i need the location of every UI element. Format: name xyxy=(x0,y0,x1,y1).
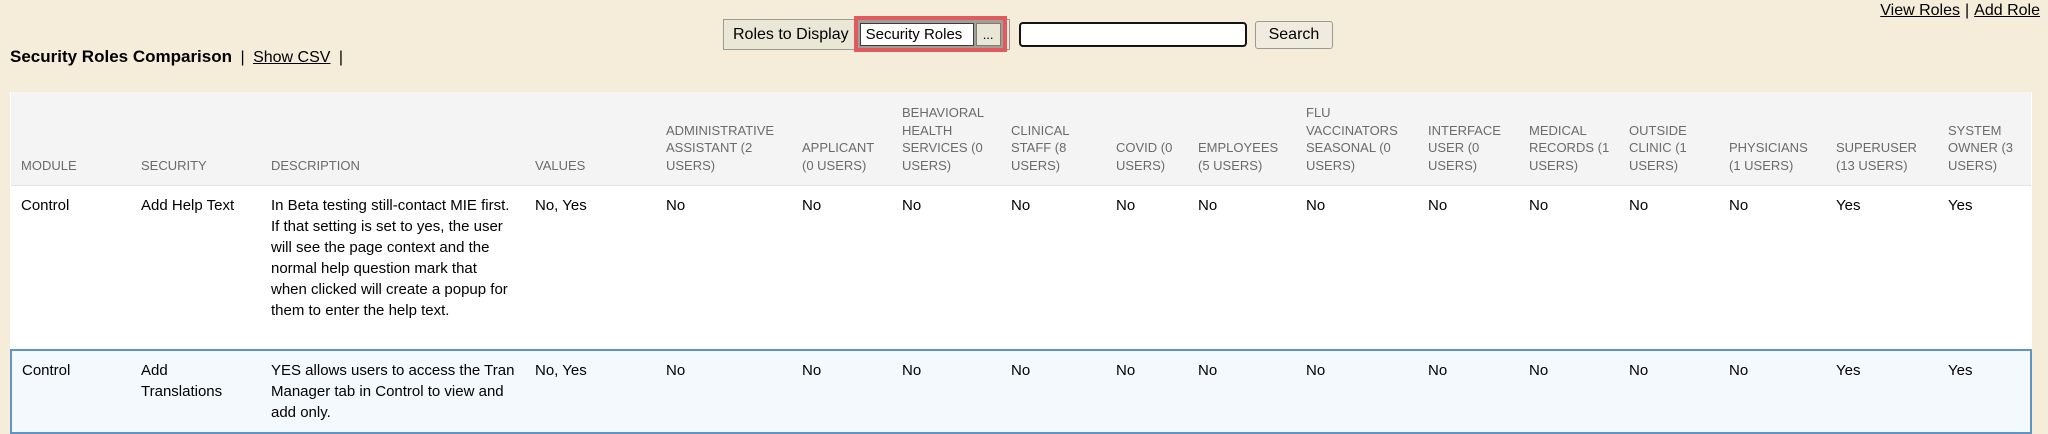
table-body: Control Add Help Text In Beta testing stil… xyxy=(10,185,2032,434)
table-cell: No, Yes xyxy=(525,185,656,350)
column-header: OUTSIDE CLINIC (1 USERS) xyxy=(1619,92,1719,186)
table-cell: No xyxy=(892,185,1001,350)
table-cell: No xyxy=(1619,185,1719,350)
column-header: BEHAVIORAL HEALTH SERVICES (0 USERS) xyxy=(892,92,1001,186)
column-header: SYSTEM OWNER (3 USERS) xyxy=(1938,92,2031,186)
show-csv-link[interactable]: Show CSV xyxy=(253,49,331,66)
title-separator: | xyxy=(338,49,344,66)
column-header: CLINICAL STAFF (8 USERS) xyxy=(1001,92,1106,186)
roles-select-browse-button[interactable]: ... xyxy=(975,22,1001,46)
column-header: VALUES xyxy=(525,92,656,186)
table-cell: No xyxy=(1001,349,1106,434)
table-cell: No xyxy=(1296,185,1418,350)
table-cell: Control xyxy=(10,349,131,434)
column-header: ADMINISTRATIVE ASSISTANT (2 USERS) xyxy=(656,92,792,186)
column-header: APPLICANT (0 USERS) xyxy=(792,92,892,186)
table-cell: In Beta testing still-contact MIE first.… xyxy=(261,185,525,350)
table-cell: No xyxy=(1418,349,1519,434)
roles-controls: Roles to Display ... Search xyxy=(723,15,1334,52)
roles-to-display-label: Roles to Display xyxy=(733,25,849,43)
column-header: FLU VACCINATORS SEASONAL (0 USERS) xyxy=(1296,92,1418,186)
table-cell: No xyxy=(1719,185,1826,350)
add-role-link[interactable]: Add Role xyxy=(1974,2,2040,19)
table-cell: No xyxy=(1106,185,1188,350)
table-header-row: MODULE SECURITY DESCRIPTION VALUES ADMINISTR… xyxy=(11,92,2031,186)
security-roles-table: MODULE SECURITY DESCRIPTION VALUES ADMINISTR… xyxy=(10,92,2032,434)
table-cell: No xyxy=(1001,185,1106,350)
page-title: Security Roles Comparison xyxy=(10,47,233,66)
links-separator: | xyxy=(1965,2,1970,19)
table-cell: Yes xyxy=(1938,185,2031,350)
table-cell: No xyxy=(792,185,892,350)
table-cell: No xyxy=(1106,349,1188,434)
table-cell: No xyxy=(656,349,792,434)
table-cell: No xyxy=(1519,349,1619,434)
table-cell: No xyxy=(792,349,892,434)
table-cell: No xyxy=(1619,349,1719,434)
table-cell: Yes xyxy=(1826,185,1938,350)
table-cell: No, Yes xyxy=(525,349,656,434)
table-cell: No xyxy=(1188,349,1296,434)
roles-select-field[interactable] xyxy=(859,22,974,46)
table-cell: No xyxy=(1296,349,1418,434)
table-row[interactable]: Control Add Help Text In Beta testing stil… xyxy=(11,185,2031,350)
column-header: MODULE xyxy=(11,92,131,186)
table-cell: Yes xyxy=(1938,349,2032,434)
column-header: SUPERUSER (13 USERS) xyxy=(1826,92,1938,186)
view-roles-link[interactable]: View Roles xyxy=(1880,2,1961,19)
table-cell: No xyxy=(656,185,792,350)
table-cell: No xyxy=(1418,185,1519,350)
table-cell: Yes xyxy=(1826,349,1938,434)
roles-to-display-bar: Roles to Display ... xyxy=(723,15,1010,52)
roles-select-highlight-box: ... xyxy=(853,15,1007,52)
table-cell: Control xyxy=(11,185,131,350)
table-cell: No xyxy=(1719,349,1826,434)
title-row: Security Roles Comparison | Show CSV | xyxy=(10,47,347,67)
table-row[interactable]: Control Add Translations YES allows users … xyxy=(10,349,2032,434)
table-cell: No xyxy=(1188,185,1296,350)
column-header: COVID (0 USERS) xyxy=(1106,92,1188,186)
column-header: INTERFACE USER (0 USERS) xyxy=(1418,92,1519,186)
table-cell: No xyxy=(1519,185,1619,350)
column-header: MEDICAL RECORDS (1 USERS) xyxy=(1519,92,1619,186)
column-header: SECURITY xyxy=(131,92,261,186)
column-header: DESCRIPTION xyxy=(261,92,525,186)
title-separator: | xyxy=(240,49,245,66)
search-button[interactable]: Search xyxy=(1254,20,1334,49)
column-header: PHYSICIANS (1 USERS) xyxy=(1719,92,1826,186)
top-links: View Roles | Add Role xyxy=(1880,2,2040,20)
table-cell: YES allows users to access the Tran Mana… xyxy=(261,349,525,434)
table-cell: Add Help Text xyxy=(131,185,261,350)
table-cell: Add Translations xyxy=(131,349,261,434)
table-cell: No xyxy=(892,349,1001,434)
column-header: EMPLOYEES (5 USERS) xyxy=(1188,92,1296,186)
search-input[interactable] xyxy=(1018,22,1247,47)
